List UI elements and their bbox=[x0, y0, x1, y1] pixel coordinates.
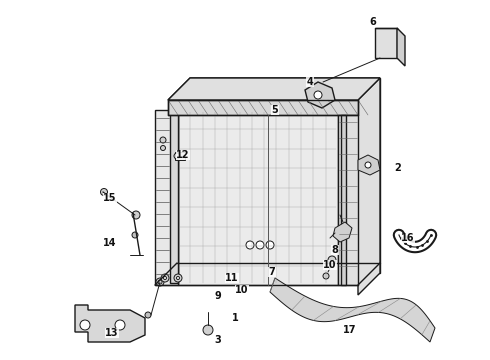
Text: 9: 9 bbox=[215, 291, 221, 301]
Polygon shape bbox=[75, 305, 145, 342]
Circle shape bbox=[132, 211, 140, 219]
Polygon shape bbox=[305, 82, 335, 108]
Text: 10: 10 bbox=[323, 260, 337, 270]
Circle shape bbox=[160, 137, 166, 143]
Bar bbox=[155, 110, 178, 285]
Circle shape bbox=[158, 280, 162, 284]
Text: 16: 16 bbox=[401, 233, 415, 243]
Polygon shape bbox=[168, 78, 380, 100]
Text: 15: 15 bbox=[103, 193, 117, 203]
Bar bbox=[175, 152, 185, 160]
Circle shape bbox=[100, 189, 107, 195]
Circle shape bbox=[164, 276, 167, 279]
Text: 11: 11 bbox=[225, 273, 239, 283]
Circle shape bbox=[115, 320, 125, 330]
Polygon shape bbox=[333, 222, 352, 242]
Polygon shape bbox=[358, 155, 380, 175]
Text: 17: 17 bbox=[343, 325, 357, 335]
Text: 4: 4 bbox=[307, 77, 314, 87]
Circle shape bbox=[132, 232, 138, 238]
Bar bbox=[170, 112, 178, 283]
Bar bbox=[375, 28, 397, 58]
Circle shape bbox=[203, 325, 213, 335]
Polygon shape bbox=[358, 78, 380, 295]
Circle shape bbox=[174, 274, 182, 282]
Polygon shape bbox=[168, 100, 358, 115]
Bar bbox=[341, 115, 346, 285]
Text: 2: 2 bbox=[394, 163, 401, 173]
Text: 8: 8 bbox=[332, 245, 339, 255]
Circle shape bbox=[266, 241, 274, 249]
Bar bbox=[178, 110, 338, 285]
Circle shape bbox=[161, 274, 169, 282]
Circle shape bbox=[314, 91, 322, 99]
Text: 10: 10 bbox=[235, 285, 249, 295]
Circle shape bbox=[174, 153, 180, 159]
Circle shape bbox=[365, 162, 371, 168]
Polygon shape bbox=[270, 278, 435, 342]
Circle shape bbox=[256, 241, 264, 249]
Text: 3: 3 bbox=[215, 335, 221, 345]
Circle shape bbox=[156, 278, 164, 286]
Text: 13: 13 bbox=[105, 328, 119, 338]
Circle shape bbox=[145, 312, 151, 318]
Polygon shape bbox=[190, 78, 380, 273]
Polygon shape bbox=[397, 28, 405, 66]
Circle shape bbox=[176, 276, 179, 279]
Circle shape bbox=[246, 241, 254, 249]
Text: 7: 7 bbox=[269, 267, 275, 277]
Text: 1: 1 bbox=[232, 313, 238, 323]
Bar bbox=[338, 115, 358, 285]
Circle shape bbox=[161, 145, 166, 150]
Text: 6: 6 bbox=[369, 17, 376, 27]
Circle shape bbox=[80, 320, 90, 330]
Text: 12: 12 bbox=[176, 150, 190, 160]
Circle shape bbox=[323, 273, 329, 279]
Polygon shape bbox=[168, 78, 380, 100]
Text: 5: 5 bbox=[271, 105, 278, 115]
Text: 14: 14 bbox=[103, 238, 117, 248]
Circle shape bbox=[328, 256, 336, 264]
